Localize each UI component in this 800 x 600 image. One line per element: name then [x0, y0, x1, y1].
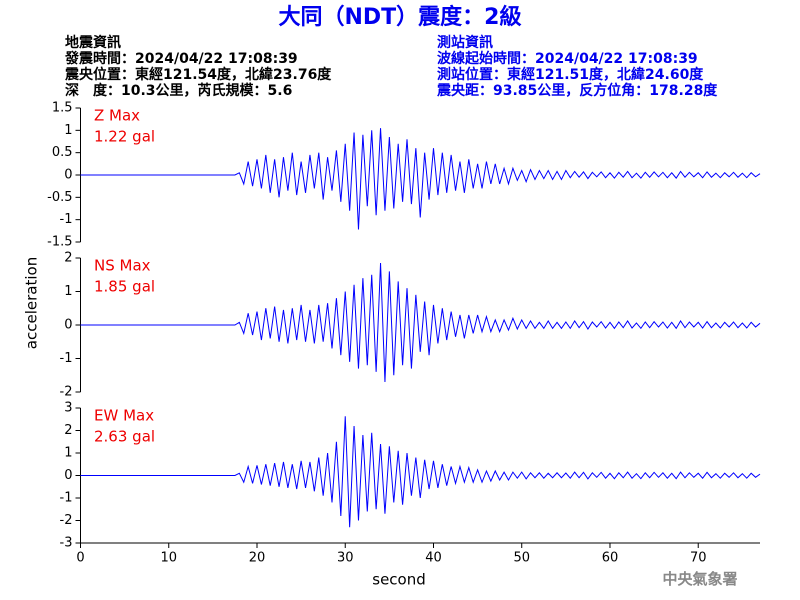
y-tick-label: -0.5 — [47, 190, 72, 205]
y-tick-label: -1 — [60, 491, 73, 506]
info-right: 測站位置：東經121.51度，北緯24.60度 — [437, 66, 704, 83]
y-axis-label: acceleration — [23, 257, 41, 349]
y-tick-label: 1 — [64, 284, 72, 299]
y-tick-label: -2 — [60, 513, 73, 528]
title: 大同（NDT）震度：2級 — [279, 4, 522, 30]
info-right: 波線起始時間：2024/04/22 17:08:39 — [437, 50, 698, 67]
y-tick-label: 1.5 — [52, 101, 73, 116]
x-tick-label: 10 — [160, 551, 177, 566]
annotation: 1.22 gal — [94, 128, 155, 146]
y-tick-label: -2 — [60, 385, 73, 400]
info-left: 發震時間：2024/04/22 17:08:39 — [64, 50, 298, 67]
info-right: 測站資訊 — [437, 34, 493, 51]
info-left: 地震資訊 — [65, 34, 121, 51]
x-tick-label: 30 — [337, 551, 354, 566]
y-tick-label: 0 — [64, 318, 72, 333]
x-tick-label: 70 — [690, 551, 707, 566]
waveform — [80, 262, 761, 382]
y-tick-label: 0 — [64, 468, 72, 483]
y-tick-label: -3 — [60, 536, 73, 551]
y-tick-label: 2 — [64, 423, 72, 438]
annotation: EW Max — [94, 407, 154, 425]
y-tick-label: 1 — [64, 446, 72, 461]
y-tick-label: 0 — [64, 168, 72, 183]
info-left: 深 度：10.3公里，芮氏規模：5.6 — [65, 82, 292, 99]
x-tick-label: 20 — [249, 551, 266, 566]
annotation: 2.63 gal — [94, 428, 155, 446]
waveform — [80, 128, 761, 230]
y-tick-label: 3 — [64, 401, 72, 416]
waveform — [80, 416, 761, 528]
y-tick-label: 0.5 — [52, 145, 73, 160]
y-tick-label: 2 — [64, 251, 72, 266]
y-tick-label: -1 — [60, 351, 73, 366]
x-tick-label: 0 — [76, 551, 84, 566]
annotation: NS Max — [94, 257, 151, 275]
y-tick-label: 1 — [64, 123, 72, 138]
x-tick-label: 50 — [513, 551, 530, 566]
info-right: 震央距：93.85公里，反方位角：178.28度 — [436, 82, 718, 99]
y-tick-label: -1 — [60, 212, 73, 227]
x-tick-label: 40 — [425, 551, 442, 566]
annotation: Z Max — [94, 107, 140, 125]
info-left: 震央位置：東經121.54度，北緯23.76度 — [64, 66, 332, 83]
annotation: 1.85 gal — [94, 278, 155, 296]
x-axis-label: second — [372, 571, 426, 589]
y-tick-label: -1.5 — [47, 235, 72, 250]
footer: 中央氣象署 — [662, 570, 737, 588]
x-tick-label: 60 — [602, 551, 619, 566]
